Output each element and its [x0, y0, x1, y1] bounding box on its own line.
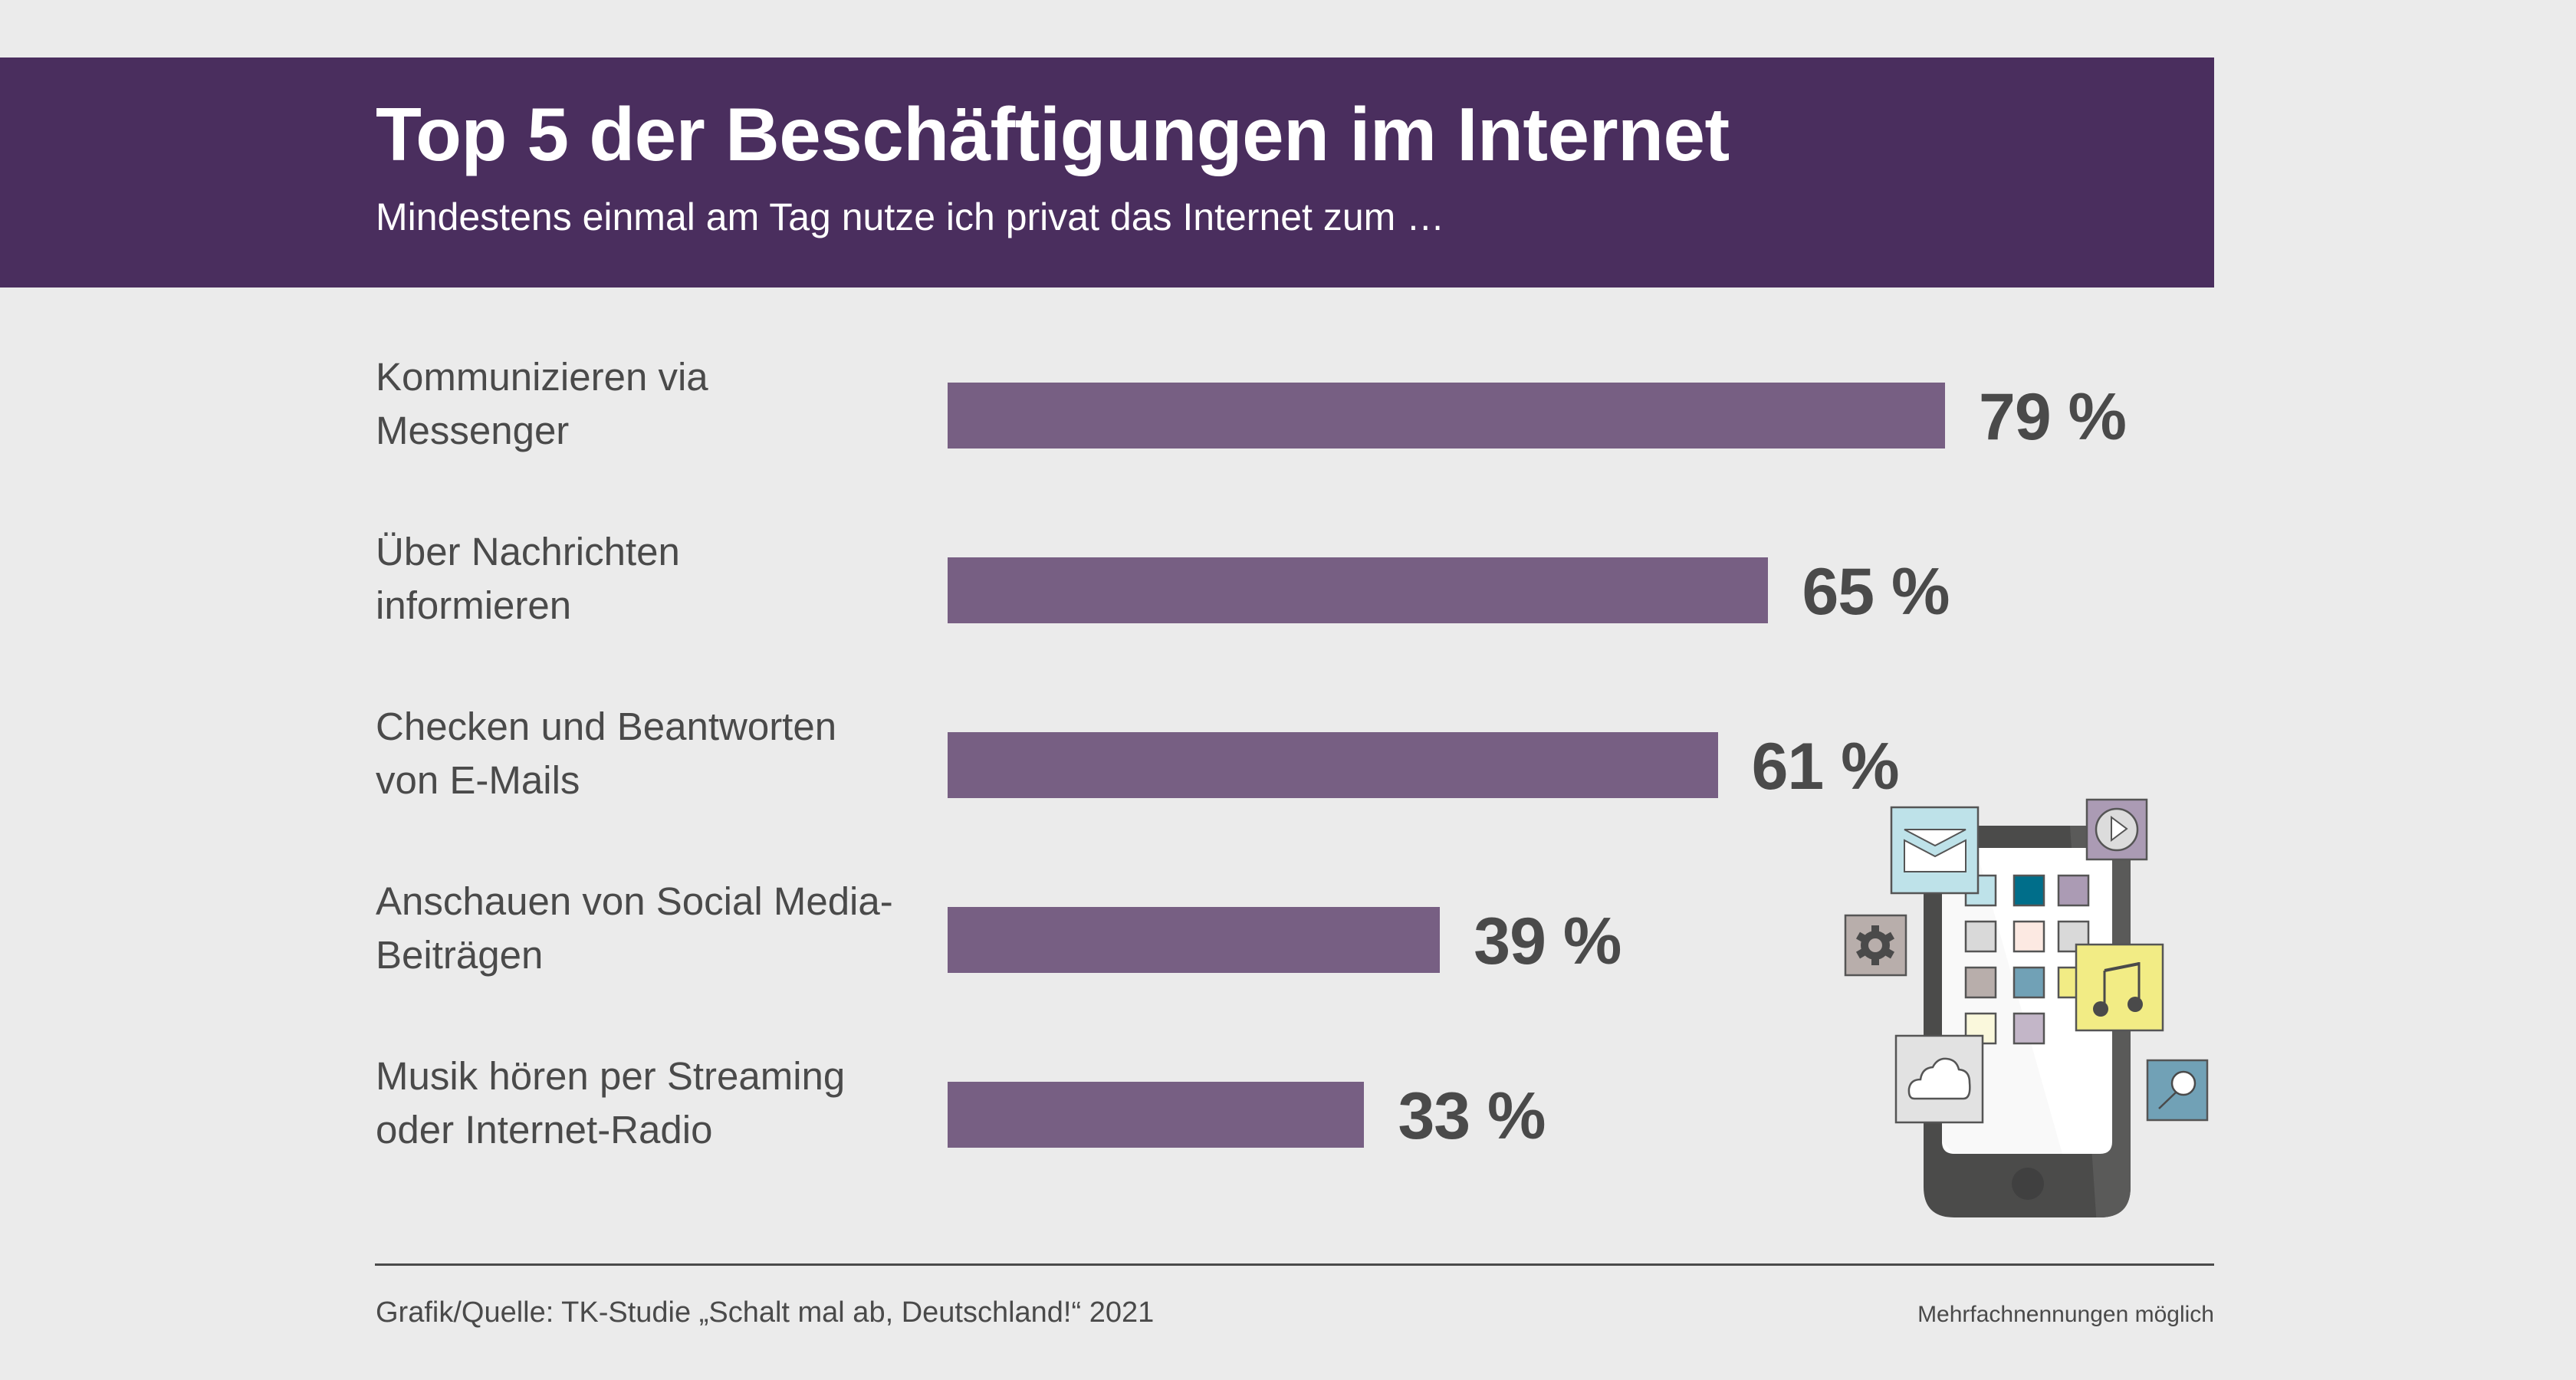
category-label: Musik hören per Streaming oder Internet-… [376, 1054, 846, 1152]
category-label: Kommunizieren via Messenger [376, 355, 708, 452]
app-tile [1964, 874, 1997, 907]
category-label: Anschauen von Social Media- Beiträgen [376, 879, 893, 977]
bar [948, 907, 1441, 973]
chart-title: Top 5 der Beschäftigungen im Internet [376, 92, 1730, 176]
bar-value-label: 61 % [1751, 730, 1900, 803]
app-tile [1964, 966, 1997, 999]
footer-divider [375, 1263, 2214, 1266]
mail-icon [1890, 806, 1980, 895]
category-label: Checken und Beantworten von E-Mails [376, 705, 837, 802]
bar [948, 1082, 1365, 1148]
header-banner [0, 58, 2214, 288]
gear-icon [1844, 914, 1907, 977]
app-tile [2057, 874, 2090, 907]
bar-value-label: 33 % [1398, 1079, 1546, 1153]
home-button [2012, 1168, 2044, 1200]
source-note: Grafik/Quelle: TK-Studie „Schalt mal ab,… [376, 1296, 1155, 1329]
play-icon [2085, 798, 2148, 861]
app-tile [2057, 920, 2090, 953]
app-tile [1964, 920, 1997, 953]
category-label: Über Nachrichten informieren [376, 530, 680, 627]
music-note-icon [2075, 943, 2164, 1032]
bar [948, 383, 1945, 449]
app-tile [2013, 920, 2045, 953]
bar-value-label: 65 % [1802, 555, 1950, 629]
phone-screen [1942, 848, 2112, 1154]
phone-body [1924, 826, 2131, 1217]
app-tile [2013, 1012, 2045, 1045]
bar [948, 557, 1769, 623]
app-tile [1964, 1012, 1997, 1045]
bar-value-label: 39 % [1474, 905, 1622, 978]
app-tile [2057, 966, 2090, 999]
app-tile [2013, 874, 2045, 907]
search-icon [2146, 1059, 2209, 1122]
cloud-icon [1894, 1034, 1984, 1124]
bar-value-label: 79 % [1979, 380, 2127, 454]
bar [948, 732, 1718, 798]
app-tile-grid [1964, 874, 2090, 1045]
app-tile [2013, 966, 2045, 999]
chart-subtitle: Mindestens einmal am Tag nutze ich priva… [376, 196, 1445, 238]
multiple-answers-note: Mehrfachnennungen möglich [1917, 1302, 2214, 1327]
